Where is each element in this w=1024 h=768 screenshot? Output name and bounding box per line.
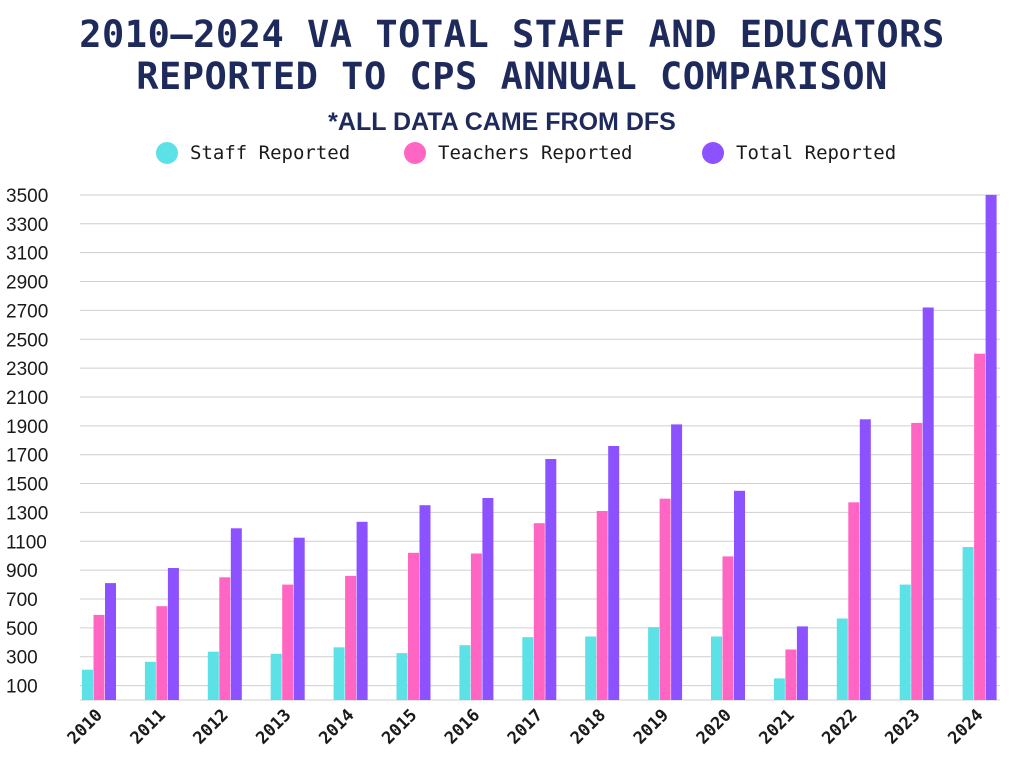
x-tick-label: 2021 — [756, 705, 799, 748]
bar-total-reported-2023 — [922, 307, 934, 700]
bar-total-reported-2014 — [356, 521, 368, 700]
bar-total-reported-2016 — [482, 498, 494, 700]
legend-swatch-total — [702, 142, 724, 164]
bar-staff-reported-2019 — [648, 627, 660, 700]
bar-teachers-reported-2013 — [282, 584, 294, 700]
x-tick-label: 2010 — [64, 705, 107, 748]
bar-teachers-reported-2015 — [408, 552, 419, 700]
bar-staff-reported-2010 — [82, 669, 93, 700]
bar-staff-reported-2022 — [836, 618, 848, 700]
bar-total-reported-2021 — [796, 626, 808, 700]
bar-total-reported-2010 — [105, 583, 116, 700]
bar-teachers-reported-2010 — [93, 614, 105, 700]
bar-teachers-reported-2016 — [470, 553, 482, 700]
x-tick-label: 2019 — [630, 705, 673, 748]
bar-teachers-reported-2018 — [596, 511, 608, 700]
y-tick-label: 3100 — [6, 244, 48, 265]
bar-staff-reported-2012 — [207, 651, 219, 700]
y-tick-label: 1500 — [6, 475, 48, 496]
y-tick-label: 500 — [6, 619, 38, 640]
legend-swatch-staff — [156, 142, 178, 164]
y-tick-label: 1700 — [6, 446, 48, 467]
x-tick-label: 2022 — [818, 705, 861, 748]
bar-total-reported-2019 — [671, 424, 683, 700]
y-tick-label: 2300 — [6, 359, 48, 380]
bar-total-reported-2018 — [608, 446, 620, 700]
y-tick-label: 1100 — [6, 532, 47, 553]
bar-teachers-reported-2019 — [659, 498, 671, 700]
x-tick-label: 2018 — [567, 705, 610, 748]
bar-total-reported-2024 — [985, 194, 997, 700]
bar-staff-reported-2011 — [144, 661, 156, 700]
y-axis-ticks: 100 300 500 700 900 1100 1300 1500 1700 1900 2100 2… — [6, 186, 48, 698]
y-tick-label: 1900 — [6, 417, 48, 438]
chart-title: 2010–2024 VA TOTAL STAFF AND EDUCATORS R… — [0, 14, 1024, 98]
bar-staff-reported-2020 — [711, 636, 722, 700]
legend-label-total: Total Reported — [736, 142, 897, 164]
legend-label-staff: Staff Reported — [190, 142, 351, 164]
x-tick-label: 2013 — [252, 705, 295, 748]
bar-teachers-reported-2011 — [156, 606, 168, 700]
legend: Staff Reported Teachers Reported Total R… — [0, 142, 1024, 168]
y-tick-label: 700 — [6, 590, 38, 611]
y-tick-label: 3300 — [6, 215, 48, 236]
bar-teachers-reported-2021 — [785, 649, 797, 700]
x-tick-label: 2012 — [190, 705, 233, 748]
bar-teachers-reported-2024 — [974, 353, 986, 700]
x-tick-label: 2011 — [127, 705, 170, 748]
bar-total-reported-2015 — [419, 505, 431, 700]
bar-staff-reported-2024 — [962, 547, 974, 700]
y-tick-label: 900 — [6, 561, 38, 582]
x-tick-label: 2020 — [693, 705, 736, 748]
bar-teachers-reported-2012 — [219, 577, 231, 700]
bars — [82, 194, 997, 700]
y-tick-label: 2700 — [6, 301, 48, 322]
bar-staff-reported-2014 — [333, 647, 345, 700]
bar-teachers-reported-2023 — [911, 422, 923, 700]
y-tick-label: 2500 — [6, 330, 48, 351]
legend-label-teachers: Teachers Reported — [438, 142, 633, 164]
x-tick-label: 2023 — [881, 705, 924, 748]
y-tick-label: 100 — [6, 677, 38, 698]
bar-total-reported-2017 — [545, 459, 557, 700]
bar-total-reported-2020 — [734, 490, 745, 700]
x-axis-ticks: 2010 2011 2012 2013 2014 2015 2016 2017 2018 2019… — [64, 705, 988, 748]
y-tick-label: 3500 — [6, 186, 48, 207]
bar-total-reported-2022 — [859, 419, 871, 700]
bar-staff-reported-2015 — [396, 653, 408, 700]
bar-teachers-reported-2017 — [533, 523, 545, 700]
bar-teachers-reported-2022 — [848, 502, 860, 700]
chart-subtitle: *ALL DATA CAME FROM DFS — [328, 108, 676, 136]
bar-staff-reported-2017 — [522, 637, 534, 700]
y-tick-label: 1300 — [6, 503, 48, 524]
x-tick-label: 2014 — [315, 705, 358, 748]
x-tick-label: 2024 — [944, 705, 987, 748]
legend-item-staff: Staff Reported — [156, 142, 350, 164]
x-tick-label: 2017 — [504, 705, 547, 748]
bar-teachers-reported-2020 — [722, 556, 734, 700]
x-tick-label: 2015 — [378, 705, 421, 748]
y-tick-label: 300 — [6, 648, 38, 669]
bar-staff-reported-2013 — [270, 653, 282, 700]
legend-item-teachers: Teachers Reported — [404, 142, 632, 164]
legend-item-total: Total Reported — [702, 142, 896, 164]
bar-staff-reported-2023 — [899, 584, 911, 700]
legend-swatch-teachers — [404, 142, 426, 164]
bar-staff-reported-2018 — [585, 636, 597, 700]
y-tick-label: 2100 — [6, 388, 48, 409]
chart-title-line-1: 2010–2024 VA TOTAL STAFF AND EDUCATORS — [79, 13, 945, 56]
chart-title-line-2: REPORTED TO CPS ANNUAL COMPARISON — [136, 55, 888, 98]
bar-staff-reported-2021 — [773, 678, 785, 700]
bar-total-reported-2013 — [293, 537, 305, 700]
x-tick-label: 2016 — [441, 705, 484, 748]
y-tick-label: 2900 — [6, 273, 48, 294]
bar-total-reported-2011 — [167, 568, 179, 700]
bar-staff-reported-2016 — [459, 645, 471, 700]
bar-total-reported-2012 — [230, 528, 242, 700]
bar-teachers-reported-2014 — [345, 575, 357, 700]
